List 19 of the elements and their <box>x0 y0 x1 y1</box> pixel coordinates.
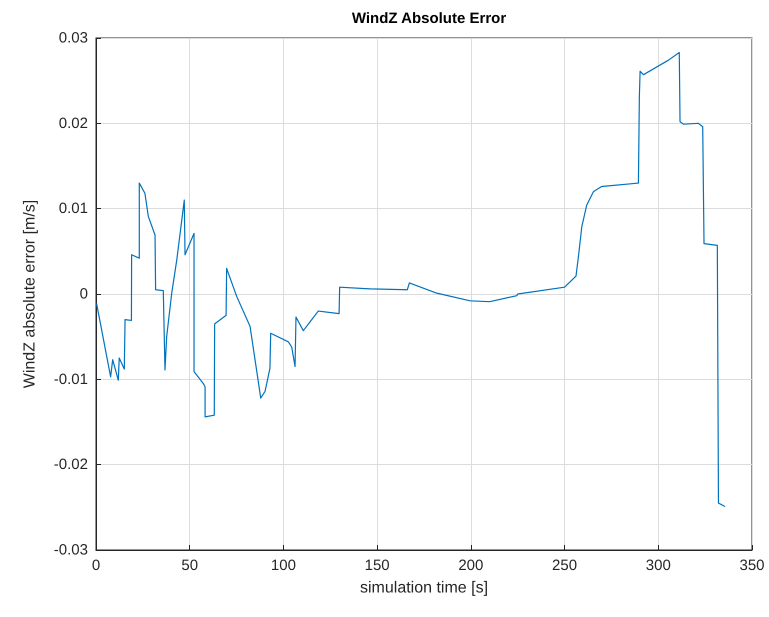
y-axis-title: WindZ absolute error [m/s] <box>22 200 38 388</box>
x-tick-label: 100 <box>270 557 296 574</box>
y-tick-label: -0.03 <box>54 542 88 558</box>
x-tick-label: 200 <box>458 557 484 574</box>
x-tick-label: 0 <box>92 557 100 574</box>
x-tick-label: 150 <box>364 557 390 574</box>
chart-title: WindZ Absolute Error <box>352 10 506 27</box>
x-axis-title: simulation time [s] <box>360 580 488 596</box>
y-tick-label: 0.02 <box>58 114 88 132</box>
x-tick-label: 250 <box>552 557 578 574</box>
y-tick-label: -0.01 <box>54 370 88 388</box>
y-tick-label: 0 <box>80 286 88 302</box>
x-tick-label: 50 <box>181 557 198 574</box>
line-series <box>96 52 726 508</box>
y-tick-label: 0.01 <box>58 200 88 218</box>
y-tick-label: -0.02 <box>54 456 88 474</box>
y-tick-label: 0.03 <box>58 30 88 46</box>
x-tick-label: 350 <box>739 557 765 574</box>
x-tick-label: 300 <box>646 557 671 574</box>
